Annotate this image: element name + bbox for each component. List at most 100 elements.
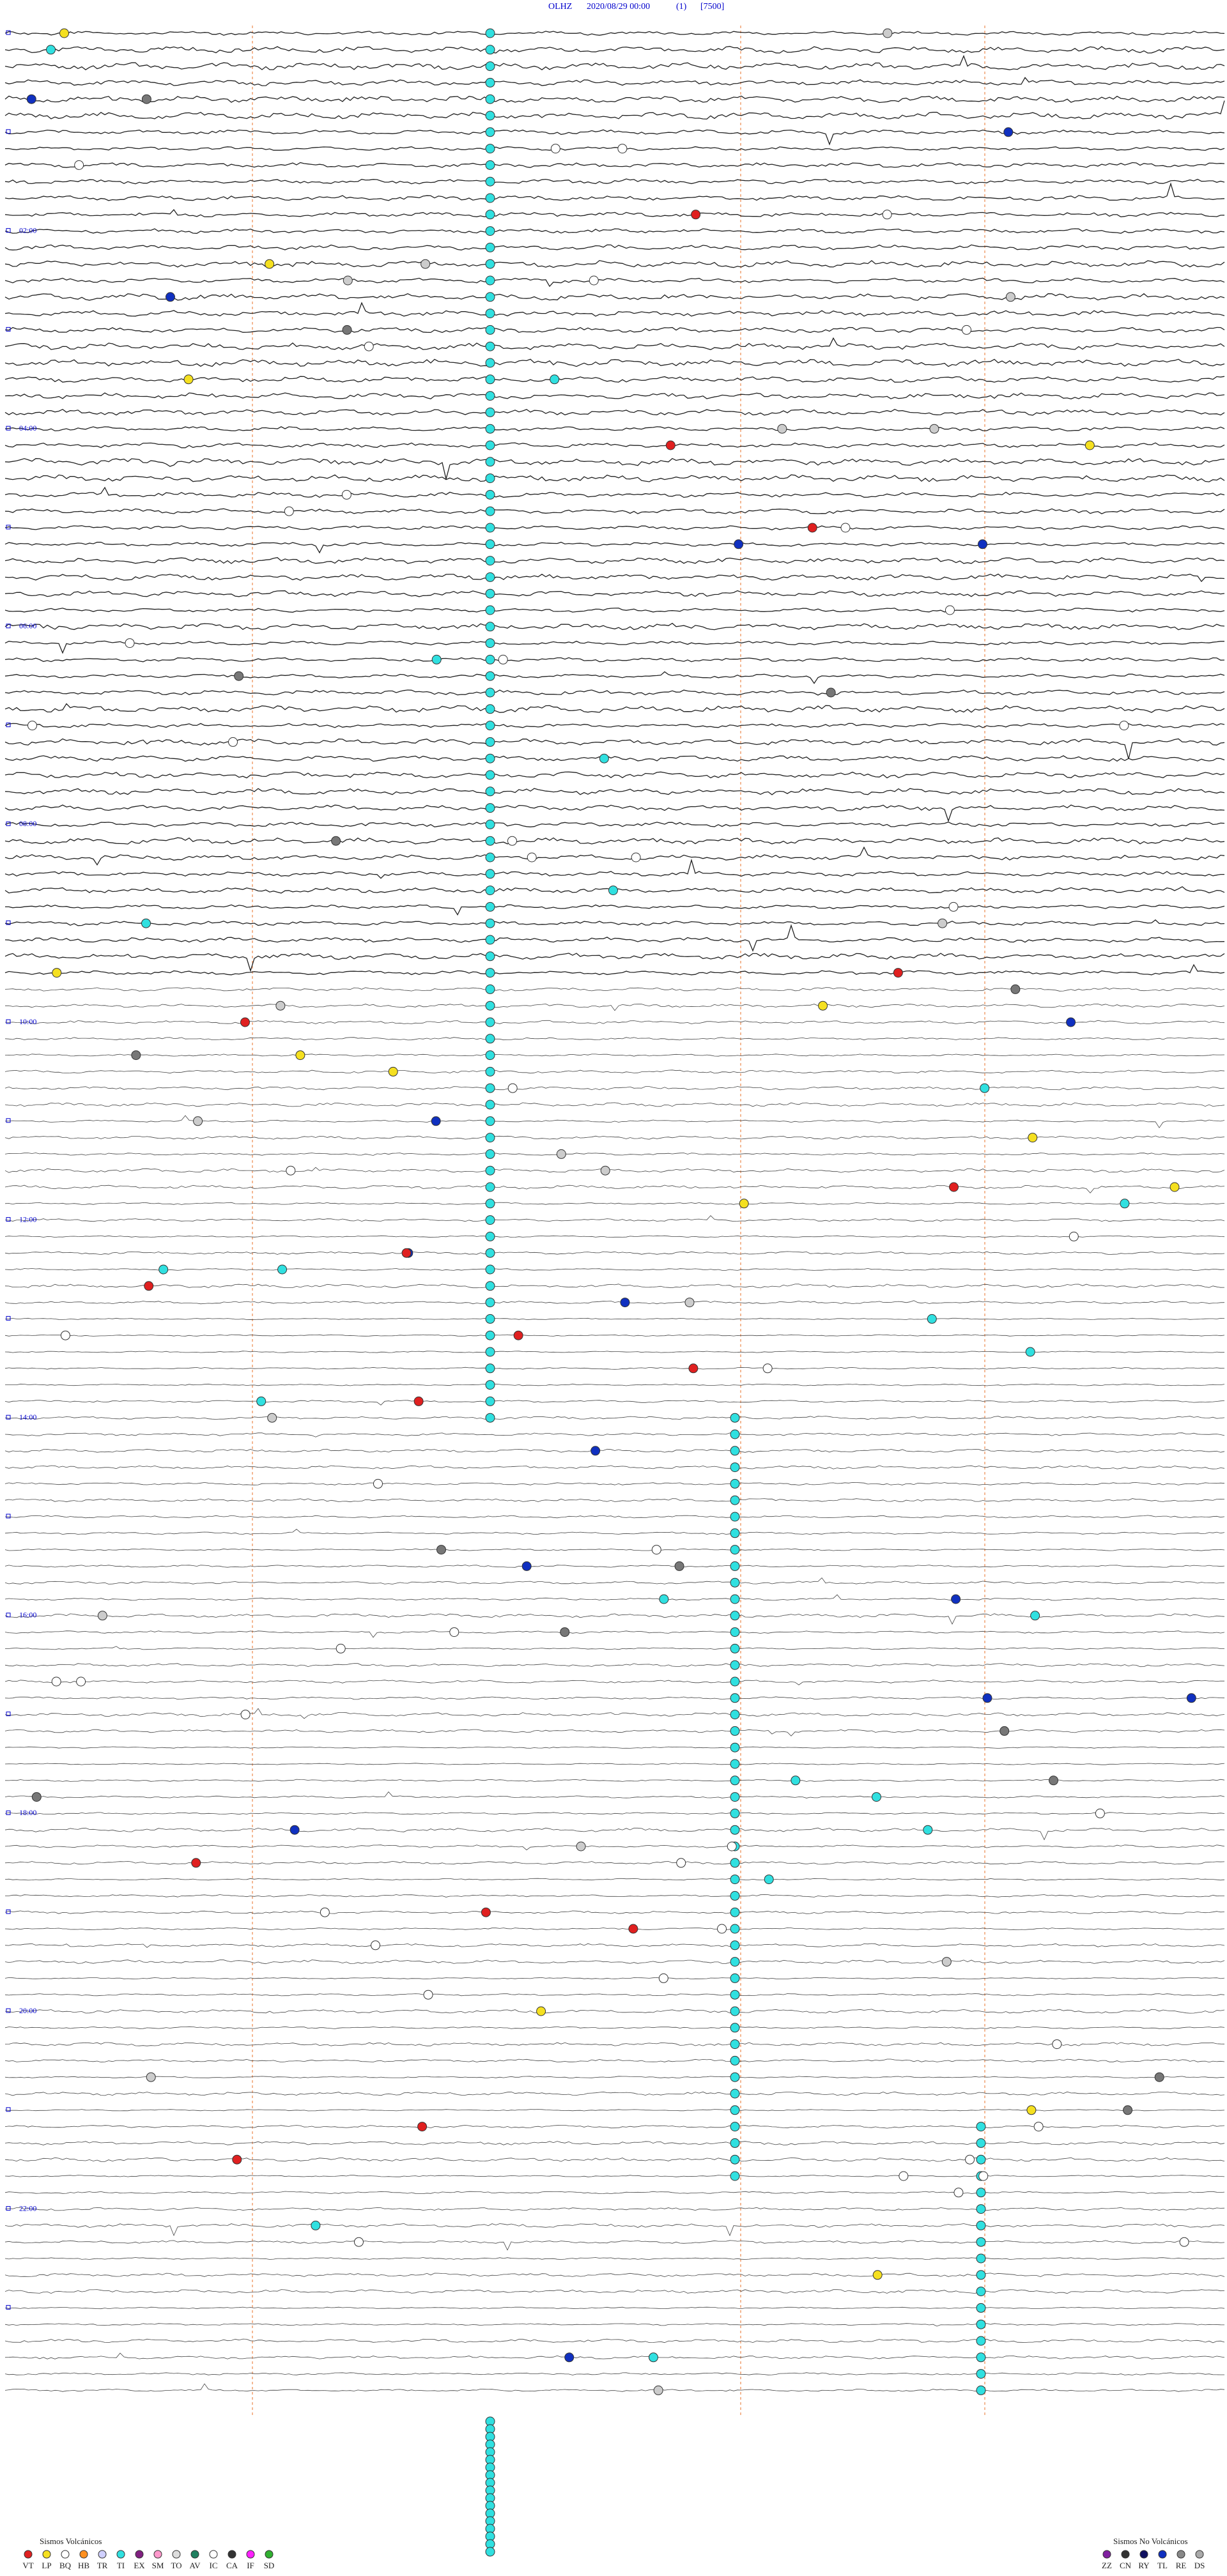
event-mark (791, 1775, 801, 1786)
trace (5, 904, 1225, 916)
event-mark (240, 1710, 251, 1720)
trace (4, 1708, 1225, 1719)
event-mark (485, 1050, 495, 1061)
event-mark (730, 2154, 740, 2165)
line-marker (6, 1217, 11, 1222)
trace (4, 2372, 1224, 2375)
event-mark (871, 1792, 881, 1802)
event-mark (730, 1825, 740, 1835)
trace (4, 100, 1225, 120)
event-mark (730, 2138, 740, 2148)
event-mark (485, 127, 495, 137)
legend-title: Sismos Volcánicos (40, 2536, 102, 2546)
event-mark (485, 1314, 495, 1324)
scale: [7500] (700, 2, 724, 12)
event-mark (401, 1248, 412, 1258)
event-mark (976, 2287, 986, 2297)
trace (4, 788, 1225, 795)
event-mark (590, 1446, 601, 1456)
event-mark (165, 292, 175, 302)
event-mark (938, 918, 948, 928)
event-mark (485, 325, 495, 335)
line-marker (6, 1118, 11, 1123)
event-mark (256, 1396, 266, 1406)
event-mark (485, 193, 495, 203)
event-mark (485, 1100, 495, 1110)
event-mark (945, 605, 955, 615)
trace (4, 182, 1225, 201)
event-mark (674, 1561, 684, 1571)
event-mark (1084, 440, 1095, 450)
event-mark (739, 1199, 749, 1209)
event-mark (485, 374, 495, 385)
legend-code: LP (42, 2561, 51, 2570)
event-mark (1049, 1775, 1059, 1786)
event-mark (485, 753, 495, 763)
event-mark (485, 1133, 495, 1143)
trace (4, 858, 1224, 879)
legend-title: Sismos No Volcánicos (1113, 2536, 1188, 2546)
event-mark (421, 259, 431, 269)
event-mark (485, 852, 495, 862)
event-mark (485, 275, 495, 286)
event-mark (1179, 2237, 1189, 2247)
legend-swatch (42, 2550, 51, 2559)
event-mark (193, 1116, 203, 1126)
trace (4, 2042, 1225, 2046)
event-mark (277, 1264, 288, 1275)
event-mark (840, 523, 851, 533)
trace (4, 924, 1225, 952)
trace (4, 2383, 1225, 2392)
event-mark (717, 1924, 727, 1934)
event-mark (730, 1710, 740, 1720)
legend-swatch (153, 2550, 162, 2559)
event-mark (976, 2336, 986, 2346)
trace (4, 1993, 1225, 1997)
trace (4, 1696, 1225, 1700)
event-mark (125, 638, 135, 648)
event-mark (893, 968, 903, 978)
legend-swatch (24, 2550, 33, 2559)
event-mark (628, 1924, 638, 1934)
event-mark (999, 1726, 1010, 1736)
time-label: 02:00 (19, 226, 36, 234)
event-mark (485, 935, 495, 945)
event-mark (1026, 2105, 1037, 2115)
event-mark (485, 918, 495, 928)
event-mark (978, 539, 988, 549)
event-mark (730, 1561, 740, 1571)
event-mark (485, 836, 495, 846)
event-mark (730, 1742, 740, 1752)
trace (4, 1548, 1225, 1551)
event-mark (976, 2253, 986, 2264)
event-mark (51, 1676, 61, 1687)
event-mark (485, 1380, 495, 1390)
event-mark (485, 407, 495, 417)
event-mark (564, 2352, 575, 2363)
trace (4, 1334, 1225, 1337)
trace (4, 1528, 1225, 1535)
trace (4, 1577, 1225, 1584)
event-mark (485, 309, 495, 319)
event-mark (1154, 2072, 1164, 2082)
event-mark (730, 1759, 740, 1769)
trace (4, 426, 1225, 432)
event-mark (576, 1841, 586, 1851)
event-mark (485, 1363, 495, 1374)
event-mark (730, 1676, 740, 1687)
event-mark (141, 94, 151, 104)
event-mark (485, 605, 495, 615)
event-mark (234, 671, 244, 681)
trace (4, 2191, 1225, 2195)
legend-code: SM (152, 2561, 164, 2570)
event-mark (976, 2220, 986, 2230)
event-mark (556, 1149, 566, 1159)
trace (4, 408, 1225, 416)
event-mark (228, 737, 238, 747)
event-mark (485, 1396, 495, 1406)
event-mark (485, 968, 495, 978)
event-mark (485, 1017, 495, 1027)
event-mark (730, 1940, 740, 1951)
trace (4, 178, 1225, 185)
line-marker (6, 1810, 11, 1815)
